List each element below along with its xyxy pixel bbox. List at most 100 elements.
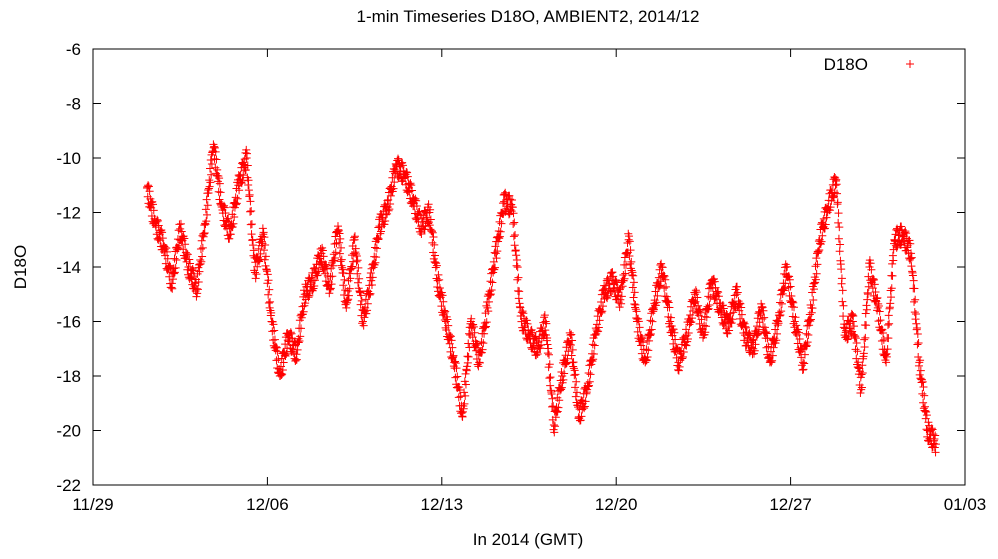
data-point <box>156 226 165 235</box>
data-point <box>474 362 483 371</box>
data-point <box>563 354 572 363</box>
data-point <box>762 328 771 337</box>
data-point <box>325 289 334 298</box>
data-point <box>354 263 363 272</box>
y-tick-label: -16 <box>56 313 81 332</box>
data-point <box>287 329 296 338</box>
data-point <box>411 194 420 203</box>
data-point <box>326 285 335 294</box>
data-point <box>851 334 860 343</box>
data-point <box>198 243 207 252</box>
data-point <box>625 252 634 261</box>
data-point <box>689 298 698 307</box>
data-point <box>310 276 319 285</box>
data-point <box>622 260 631 269</box>
data-point <box>619 276 628 285</box>
data-point <box>759 306 768 315</box>
data-point <box>617 299 626 308</box>
data-point <box>296 332 305 341</box>
data-point <box>410 196 419 205</box>
data-point <box>705 284 714 293</box>
data-point <box>412 201 421 210</box>
x-tick-label: 01/03 <box>944 495 987 514</box>
data-point <box>355 274 364 283</box>
data-point <box>906 254 915 263</box>
data-point <box>595 316 604 325</box>
data-point <box>642 345 651 354</box>
y-tick-label: -12 <box>56 204 81 223</box>
data-point <box>296 324 305 333</box>
data-point <box>634 317 643 326</box>
data-point <box>851 332 860 341</box>
data-point <box>506 195 515 204</box>
data-point <box>783 262 792 271</box>
data-point <box>512 251 521 260</box>
data-point <box>800 350 809 359</box>
data-point <box>874 317 883 326</box>
data-point <box>736 314 745 323</box>
data-point <box>887 284 896 293</box>
data-point <box>674 366 683 375</box>
data-point <box>484 297 493 306</box>
data-point <box>366 269 375 278</box>
data-point <box>843 334 852 343</box>
data-point <box>692 288 701 297</box>
data-point <box>238 159 247 168</box>
legend: D18O <box>824 55 914 74</box>
data-point <box>838 286 847 295</box>
data-point <box>210 142 219 151</box>
data-point <box>785 272 794 281</box>
data-point <box>469 322 478 331</box>
data-point <box>185 255 194 264</box>
data-point <box>549 402 558 411</box>
data-point <box>340 291 349 300</box>
legend-label: D18O <box>824 55 868 74</box>
data-point <box>760 313 769 322</box>
data-point <box>771 325 780 334</box>
data-point <box>358 317 367 326</box>
data-point <box>269 320 278 329</box>
data-point <box>569 364 578 373</box>
data-point <box>254 256 263 265</box>
data-point <box>786 282 795 291</box>
data-point <box>755 307 764 316</box>
data-point <box>149 206 158 215</box>
data-point <box>695 319 704 328</box>
data-point <box>491 249 500 258</box>
data-point <box>922 411 931 420</box>
data-point <box>869 274 878 283</box>
data-point <box>365 290 374 299</box>
data-point <box>835 223 844 232</box>
data-point <box>474 343 483 352</box>
data-point <box>852 354 861 363</box>
data-point <box>426 225 435 234</box>
data-point <box>911 309 920 318</box>
data-point <box>637 333 646 342</box>
data-point <box>446 332 455 341</box>
data-point <box>522 316 531 325</box>
data-point <box>203 201 212 210</box>
data-point <box>331 248 340 257</box>
data-point <box>658 263 667 272</box>
data-point <box>512 255 521 264</box>
data-point <box>333 227 342 236</box>
data-point <box>363 299 372 308</box>
data-point <box>461 391 470 400</box>
x-axis: 11/29 12/06 12/13 12/20 12/27 01/03 <box>72 49 986 514</box>
data-point <box>313 271 322 280</box>
x-tick-label: 12/27 <box>769 495 812 514</box>
data-point <box>544 344 553 353</box>
data-point <box>672 353 681 362</box>
data-point <box>280 351 289 360</box>
data-point <box>163 254 172 263</box>
y-axis: -6 -8 -10 -12 -14 -16 -18 -20 -22 <box>56 40 965 495</box>
data-point <box>633 327 642 336</box>
data-point <box>874 301 883 310</box>
data-point <box>930 443 939 452</box>
data-point <box>870 280 879 289</box>
data-point <box>588 357 597 366</box>
data-point <box>860 335 869 344</box>
data-point <box>728 298 737 307</box>
data-point <box>798 365 807 374</box>
data-point <box>789 298 798 307</box>
